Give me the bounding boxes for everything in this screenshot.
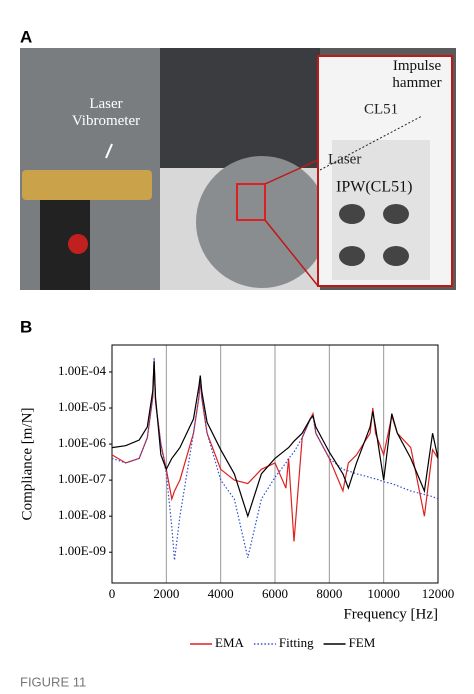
legend-label: FEM (349, 635, 376, 650)
laser-label: Laser (328, 151, 361, 167)
y-tick-label: 1.00E-09 (58, 543, 106, 558)
y-tick-label: 1.00E-05 (58, 399, 106, 414)
panel-label: B (20, 317, 32, 336)
x-tick-label: 4000 (208, 586, 234, 601)
cl51-label: CL51 (364, 101, 398, 117)
x-tick-label: 10000 (367, 586, 400, 601)
laser-vibrometer-label: Laser Vibrometer (71, 96, 141, 129)
legend-label: Fitting (279, 635, 314, 650)
plot-frame (111, 344, 439, 584)
y-tick-label: 1.00E-08 (58, 507, 106, 522)
x-tick-label: 6000 (262, 586, 288, 601)
series-line (111, 357, 439, 561)
x-tick-label: 2000 (153, 586, 179, 601)
ipw-label: IPW(CL51) (336, 179, 412, 196)
y-tick-label: 1.00E-06 (58, 435, 107, 450)
x-tick-label: 12000 (422, 586, 455, 601)
x-axis-label: Frequency [Hz] (343, 606, 438, 622)
x-tick-label: 0 (109, 586, 116, 601)
figure-caption: FIGURE 11 (20, 674, 86, 689)
legend-label: EMA (215, 635, 245, 650)
panel-label: A (20, 27, 32, 46)
series-line (111, 361, 439, 519)
impulse-hammer-label: Impulse hammer (392, 58, 442, 91)
y-tick-label: 1.00E-07 (58, 471, 107, 486)
y-tick-label: 1.00E-04 (58, 363, 107, 378)
photo (20, 48, 456, 290)
y-axis-label: Compliance [m/N] (19, 408, 35, 521)
x-tick-label: 8000 (316, 586, 342, 601)
